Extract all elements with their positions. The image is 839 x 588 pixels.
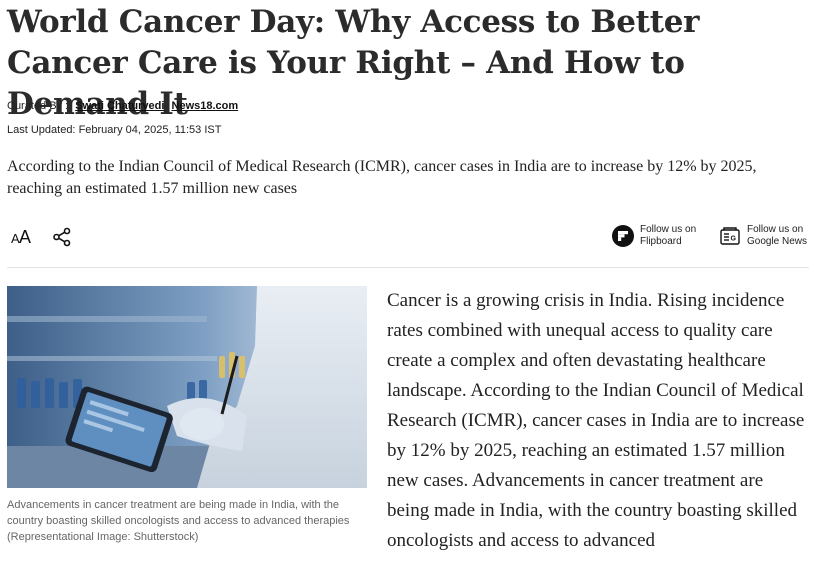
follow-google-news[interactable]: G Follow us on Google News: [719, 224, 807, 248]
article-headline: World Cancer Day: Why Access to Better C…: [7, 4, 700, 122]
article-summary: According to the Indian Council of Medic…: [7, 158, 757, 197]
article-body: Cancer is a growing crisis in India. Ris…: [387, 290, 805, 551]
share-button[interactable]: [50, 226, 74, 248]
follow-flipboard[interactable]: Follow us on Flipboard: [612, 224, 696, 248]
curated-by-label: Curated By :: [7, 100, 69, 112]
byline: Curated By : Swati Chaturvedi News18.com: [7, 100, 238, 112]
svg-text:A: A: [19, 228, 31, 246]
publication-link[interactable]: News18.com: [171, 100, 239, 112]
google-line1: Follow us on: [747, 224, 804, 235]
author-link[interactable]: Swati Chaturvedi: [75, 100, 165, 112]
font-size-button[interactable]: A A: [10, 226, 34, 248]
last-updated: Last Updated: February 04, 2025, 11:53 I…: [7, 124, 221, 136]
font-size-icon: A A: [11, 228, 31, 246]
flipboard-line2: Flipboard: [640, 236, 682, 247]
flipboard-line1: Follow us on: [640, 224, 697, 235]
last-updated-label: Last Updated:: [7, 124, 76, 136]
google-line2: Google News: [747, 236, 808, 247]
google-news-icon: G: [720, 227, 740, 245]
share-icon: [53, 227, 71, 247]
flipboard-icon: [612, 225, 634, 247]
article-toolbar: A A: [10, 226, 74, 248]
svg-text:A: A: [11, 231, 20, 246]
image-caption: Advancements in cancer treatment are bei…: [7, 499, 350, 543]
divider: [7, 267, 809, 268]
svg-text:G: G: [731, 236, 737, 243]
last-updated-value: February 04, 2025, 11:53 IST: [78, 124, 222, 136]
article-image: [7, 286, 367, 488]
